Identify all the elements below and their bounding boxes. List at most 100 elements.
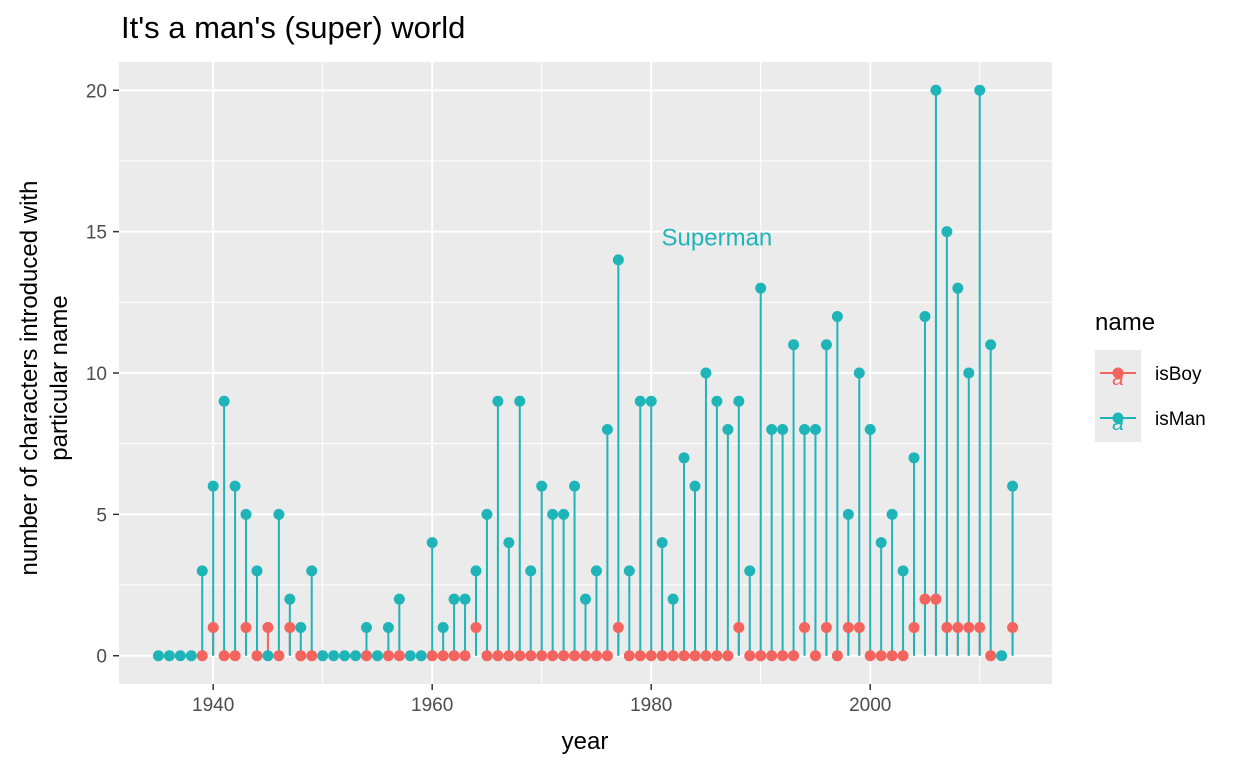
isman-point <box>404 650 416 662</box>
isman-point <box>886 508 898 520</box>
isboy-point <box>634 650 646 662</box>
isman-point <box>426 537 438 549</box>
isman-point <box>1007 480 1019 492</box>
isboy-point <box>580 650 591 662</box>
isboy-point <box>503 650 515 662</box>
isboy-point <box>284 621 296 633</box>
isman-point <box>908 452 920 464</box>
isman-point <box>558 508 570 520</box>
isman-point <box>974 84 986 96</box>
y-tick-label: 0 <box>96 647 107 668</box>
isman-point <box>273 508 285 520</box>
isboy-point <box>733 621 745 633</box>
isman-point <box>306 565 318 577</box>
isboy-point <box>941 621 953 633</box>
isboy-point <box>481 650 493 662</box>
isman-point <box>919 310 931 322</box>
isman-point <box>251 565 263 577</box>
isman-point <box>711 395 723 407</box>
isboy-point <box>645 650 657 662</box>
isman-point <box>612 254 624 266</box>
isman-point <box>492 395 504 407</box>
isman-point <box>481 508 493 520</box>
x-axis-ticks: 1940 1960 1980 2000 <box>192 684 891 716</box>
isboy-point <box>755 650 767 662</box>
isboy-point <box>711 650 723 662</box>
isman-point <box>788 339 800 351</box>
isboy-point <box>196 650 208 662</box>
isman-point <box>360 621 372 633</box>
isman-point <box>623 565 635 577</box>
isman-point <box>590 565 602 577</box>
isboy-point <box>547 650 559 662</box>
isman-point <box>185 650 197 662</box>
isboy-point <box>974 621 986 633</box>
isboy-point <box>514 650 526 662</box>
isman-point <box>514 395 526 407</box>
isboy-point <box>985 650 997 662</box>
isman-point <box>930 84 942 96</box>
legend-label-isboy: isBoy <box>1155 364 1202 385</box>
legend-key-isman-point <box>1112 412 1124 424</box>
isboy-point <box>612 621 624 633</box>
isboy-point <box>295 650 307 662</box>
isman-point <box>645 395 657 407</box>
isboy-point <box>273 650 285 662</box>
isboy-point <box>766 650 778 662</box>
isboy-point <box>930 593 942 605</box>
isman-point <box>459 593 471 605</box>
isboy-point <box>875 650 887 662</box>
isboy-point <box>623 650 635 662</box>
isboy-point <box>536 650 548 662</box>
legend-title: name <box>1095 309 1155 336</box>
isman-point <box>437 621 449 633</box>
isman-point <box>218 395 230 407</box>
isboy-point <box>908 621 920 633</box>
isman-point <box>831 310 843 322</box>
isman-point <box>722 424 734 436</box>
y-tick-label: 5 <box>96 505 107 526</box>
isman-point <box>667 593 679 605</box>
isboy-point <box>1007 621 1019 633</box>
y-axis-title-line-1: number of characters introduced with <box>16 181 43 576</box>
isman-point <box>656 537 668 549</box>
isboy-point <box>240 621 252 633</box>
isman-point <box>601 424 613 436</box>
isman-point <box>952 282 964 294</box>
isman-point <box>799 424 811 436</box>
isboy-point <box>722 650 734 662</box>
isman-point <box>569 480 581 492</box>
isman-stems <box>201 90 1014 656</box>
isboy-point <box>525 650 537 662</box>
isman-point <box>350 650 362 662</box>
y-tick-label: 15 <box>86 223 107 244</box>
isboy-point <box>897 650 909 662</box>
isboy-point <box>656 650 668 662</box>
isboy-point <box>886 650 898 662</box>
isman-point <box>525 565 537 577</box>
chart-title: It's a man's (super) world <box>121 10 465 45</box>
legend-key-isboy-glyph: a <box>1112 367 1124 390</box>
isboy-point <box>426 650 438 662</box>
isman-point <box>766 424 778 436</box>
y-tick-label: 20 <box>86 81 107 102</box>
isboy-point <box>667 650 679 662</box>
legend-label-isman: isMan <box>1155 409 1206 430</box>
isman-point <box>864 424 876 436</box>
isman-point <box>985 339 997 351</box>
isman-point <box>755 282 767 294</box>
isboy-point <box>831 650 843 662</box>
isman-point <box>689 480 701 492</box>
isboy-point <box>952 621 964 633</box>
x-tick-label: 1960 <box>411 695 453 716</box>
isboy-points <box>196 593 1019 662</box>
isboy-point <box>306 650 318 662</box>
isman-point <box>174 650 186 662</box>
isboy-point <box>919 593 931 605</box>
isboy-point <box>558 650 570 662</box>
isboy-point <box>448 650 460 662</box>
isboy-point <box>809 650 821 662</box>
legend: name a isBoy a isMan <box>1095 309 1206 442</box>
isman-points <box>152 84 1019 662</box>
